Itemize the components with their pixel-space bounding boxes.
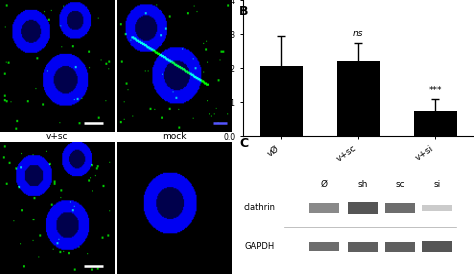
Bar <box>348 242 378 252</box>
Text: ns: ns <box>353 29 364 38</box>
Text: sh: sh <box>358 180 368 189</box>
Bar <box>309 242 339 251</box>
Bar <box>385 242 415 252</box>
Bar <box>385 202 415 213</box>
Text: sc: sc <box>395 180 405 189</box>
Text: si: si <box>433 180 441 189</box>
Y-axis label: Manders' M2 Coefficient: Manders' M2 Coefficient <box>214 24 220 112</box>
Bar <box>348 202 378 214</box>
Title: v+sc: v+sc <box>46 133 68 141</box>
Title: mock: mock <box>162 133 186 141</box>
Text: B: B <box>239 5 249 18</box>
Bar <box>414 110 456 136</box>
Bar <box>309 203 339 213</box>
Text: ***: *** <box>428 85 442 95</box>
Bar <box>337 61 380 136</box>
Text: clathrin: clathrin <box>243 203 275 212</box>
Text: GAPDH: GAPDH <box>245 242 275 251</box>
Text: C: C <box>239 137 248 150</box>
Bar <box>422 204 452 211</box>
Text: A: A <box>5 5 14 18</box>
Text: Ø: Ø <box>320 180 327 189</box>
Bar <box>260 66 302 136</box>
Bar <box>422 241 452 252</box>
